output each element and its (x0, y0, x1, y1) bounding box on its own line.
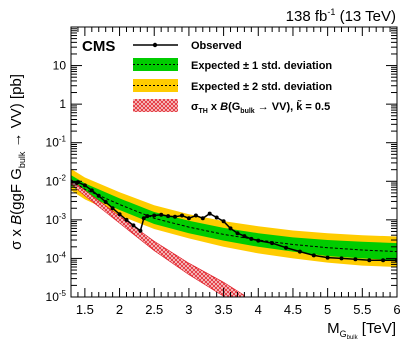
observed-point (200, 216, 205, 221)
cms-label: CMS (82, 38, 115, 55)
observed-point (124, 217, 129, 222)
observed-point (141, 216, 146, 221)
legend-expected2-label: Expected ± 2 std. deviation (191, 81, 332, 93)
y-tick-label: 10-1 (46, 135, 67, 150)
observed-point (110, 206, 115, 211)
observed-point (214, 215, 219, 220)
legend-theory-label: σTH x B(Gbulk → VV), k̃ = 0.5 (191, 100, 330, 115)
observed-point (311, 253, 316, 258)
x-tick-label: 3.5 (215, 302, 233, 317)
plot-frame (70, 26, 398, 298)
legend-entry-expected2: Expected ± 2 std. deviation (133, 79, 332, 93)
legend-expected1-label: Expected ± 1 std. deviation (191, 60, 332, 72)
lines-layer (71, 179, 397, 263)
observed-point (138, 228, 143, 233)
x-tick-label: 1.5 (76, 302, 94, 317)
observed-point (180, 213, 184, 218)
legend-band1-swatch (133, 58, 178, 71)
x-tick-label: 3 (185, 302, 192, 317)
observed-point (270, 241, 275, 246)
ticks-layer: 1.5 2 2.5 3 3.5 4 4.5 5 5.5 6 10-5 10-4 10-3 10-2 10-1… (46, 27, 401, 317)
observed-point (117, 212, 122, 217)
observed-point (159, 212, 164, 217)
observed-point (221, 219, 226, 224)
x-tick-label: 2.5 (145, 302, 163, 317)
observed-point (284, 245, 288, 250)
x-tick-label: 2 (116, 302, 123, 317)
observed-point (89, 188, 94, 193)
observed-point (96, 193, 101, 198)
lumi-label: 138 fb-1 (13 TeV) (286, 7, 396, 25)
observed-point (235, 231, 240, 236)
x-tick-label: 5.5 (353, 302, 371, 317)
observed-point (193, 213, 198, 218)
observed-point (381, 258, 386, 263)
observed-point (103, 200, 108, 204)
observed-point (256, 238, 261, 243)
observed-point (325, 255, 330, 260)
observed-point (166, 214, 171, 219)
y-tick-label: 10-2 (46, 173, 67, 188)
observed-point (353, 257, 358, 262)
expected-line (71, 180, 397, 253)
observed-point (173, 214, 177, 219)
observed-point (339, 256, 344, 261)
observed-point (367, 258, 372, 263)
x-tick-label: 4.5 (284, 302, 302, 317)
x-tick-label: 4 (255, 302, 262, 317)
legend-band2-swatch (133, 79, 178, 92)
observed-point (186, 216, 191, 221)
y-tick-label: 10-5 (46, 289, 67, 304)
y-tick-label: 10-4 (46, 250, 67, 265)
legend: Observed Expected ± 1 std. deviation Exp… (133, 40, 332, 115)
observed-point (207, 211, 212, 216)
x-tick-label: 5 (324, 302, 331, 317)
observed-point (152, 213, 157, 218)
y-tick-label: 10-3 (46, 212, 67, 227)
x-tick-label: 6 (393, 302, 400, 317)
observed-point (82, 183, 87, 188)
legend-observed-label: Observed (191, 40, 242, 52)
y-tick-label: 10 (53, 59, 67, 73)
observed-point (249, 236, 254, 241)
legend-entry-observed: Observed (133, 40, 242, 52)
legend-entry-theory: σTH x B(Gbulk → VV), k̃ = 0.5 (133, 99, 330, 115)
legend-theory-swatch (133, 99, 178, 112)
band-1sigma (71, 175, 397, 261)
legend-entry-expected1: Expected ± 1 std. deviation (133, 58, 332, 72)
observed-point (131, 223, 136, 228)
y-axis-title: σ x B(ggF Gbulk → VV) [pb] (8, 74, 27, 250)
observed-point (242, 234, 247, 239)
observed-point (297, 249, 302, 254)
y-tick-label: 1 (59, 97, 66, 111)
observed-point (228, 226, 233, 231)
observed-point (145, 214, 150, 219)
x-axis-title: MGbulk [TeV] (327, 320, 396, 340)
